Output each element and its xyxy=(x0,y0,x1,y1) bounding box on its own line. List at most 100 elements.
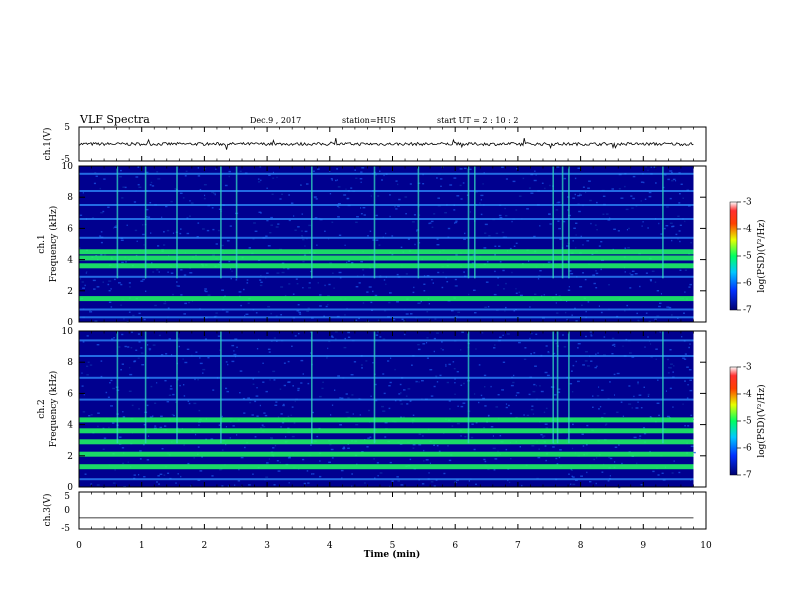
noise-speck xyxy=(389,292,392,294)
noise-speck xyxy=(571,314,573,316)
noise-speck xyxy=(435,375,438,377)
noise-speck xyxy=(148,435,150,437)
noise-speck xyxy=(579,193,581,195)
noise-speck xyxy=(401,318,404,320)
noise-speck xyxy=(100,231,103,233)
noise-speck xyxy=(156,269,159,271)
noise-speck xyxy=(507,479,509,482)
noise-speck xyxy=(440,185,442,187)
noise-speck xyxy=(337,375,340,377)
noise-speck xyxy=(142,443,145,446)
noise-speck xyxy=(412,447,415,449)
noise-speck xyxy=(260,274,262,277)
noise-speck xyxy=(613,373,616,376)
noise-speck xyxy=(540,390,544,393)
noise-speck xyxy=(133,474,136,476)
noise-speck xyxy=(302,260,305,263)
noise-speck xyxy=(242,397,245,400)
noise-speck xyxy=(171,413,174,416)
noise-speck xyxy=(178,345,180,348)
noise-speck xyxy=(457,405,459,407)
noise-speck xyxy=(170,200,173,203)
noise-speck xyxy=(165,353,168,355)
noise-speck xyxy=(231,344,235,347)
noise-speck xyxy=(509,412,513,415)
noise-speck xyxy=(648,191,652,194)
frequency-band xyxy=(79,263,694,269)
noise-speck xyxy=(636,312,638,315)
noise-speck xyxy=(303,254,307,256)
noise-speck xyxy=(521,484,523,487)
ch1-spectrogram-image xyxy=(79,166,694,323)
noise-speck xyxy=(611,353,614,355)
noise-speck xyxy=(596,457,598,459)
noise-speck xyxy=(433,385,436,388)
noise-speck xyxy=(123,318,125,320)
noise-speck xyxy=(340,469,344,472)
noise-speck xyxy=(281,271,285,274)
noise-speck xyxy=(152,344,156,346)
noise-speck xyxy=(287,360,290,363)
noise-speck xyxy=(287,268,290,270)
noise-speck xyxy=(544,371,548,374)
noise-speck xyxy=(531,405,534,407)
noise-speck xyxy=(279,461,281,464)
ch2-spectrogram-image xyxy=(79,331,696,489)
noise-speck xyxy=(203,197,206,200)
noise-speck xyxy=(665,390,667,392)
noise-speck xyxy=(297,387,300,390)
noise-speck xyxy=(297,304,300,306)
noise-speck xyxy=(369,436,372,438)
noise-speck xyxy=(360,171,363,173)
noise-speck xyxy=(190,485,192,487)
noise-speck xyxy=(89,364,93,366)
noise-speck xyxy=(559,238,562,240)
noise-speck xyxy=(252,238,255,240)
noise-speck xyxy=(414,243,416,246)
noise-speck xyxy=(438,450,441,452)
noise-speck xyxy=(403,389,406,391)
noise-speck xyxy=(384,436,387,438)
noise-speck xyxy=(509,247,512,250)
noise-speck xyxy=(383,279,386,281)
noise-speck xyxy=(356,216,359,218)
impulse-line xyxy=(417,166,420,279)
noise-speck xyxy=(225,443,227,446)
noise-speck xyxy=(552,446,555,448)
frequency-band xyxy=(79,464,694,470)
noise-speck xyxy=(505,178,508,180)
noise-speck xyxy=(483,374,487,377)
noise-speck xyxy=(391,480,394,482)
noise-speck xyxy=(603,336,606,338)
noise-speck xyxy=(146,459,150,461)
noise-speck xyxy=(355,177,358,179)
noise-speck xyxy=(672,406,674,408)
noise-speck xyxy=(225,361,228,363)
noise-speck xyxy=(454,382,456,384)
noise-speck xyxy=(439,374,442,377)
noise-speck xyxy=(92,279,96,282)
noise-speck xyxy=(645,312,648,314)
noise-speck xyxy=(312,473,315,475)
noise-speck xyxy=(354,169,356,171)
noise-speck xyxy=(126,224,128,226)
noise-speck xyxy=(280,426,282,428)
noise-speck xyxy=(382,410,386,412)
noise-speck xyxy=(589,199,592,202)
noise-speck xyxy=(622,415,624,417)
noise-speck xyxy=(176,281,178,283)
noise-speck xyxy=(183,395,186,397)
noise-speck xyxy=(529,306,531,308)
noise-speck xyxy=(217,335,221,337)
noise-speck xyxy=(530,353,532,355)
noise-speck xyxy=(592,274,595,276)
noise-speck xyxy=(611,337,615,340)
noise-speck xyxy=(478,401,480,404)
noise-speck xyxy=(299,313,302,315)
noise-speck xyxy=(631,207,634,209)
ch1-spectrogram-ylabel-freq: Frequency (kHz) xyxy=(48,206,59,283)
noise-speck xyxy=(599,406,602,408)
ytick-label: 8 xyxy=(67,358,73,368)
noise-speck xyxy=(187,400,190,402)
noise-speck xyxy=(344,314,346,316)
